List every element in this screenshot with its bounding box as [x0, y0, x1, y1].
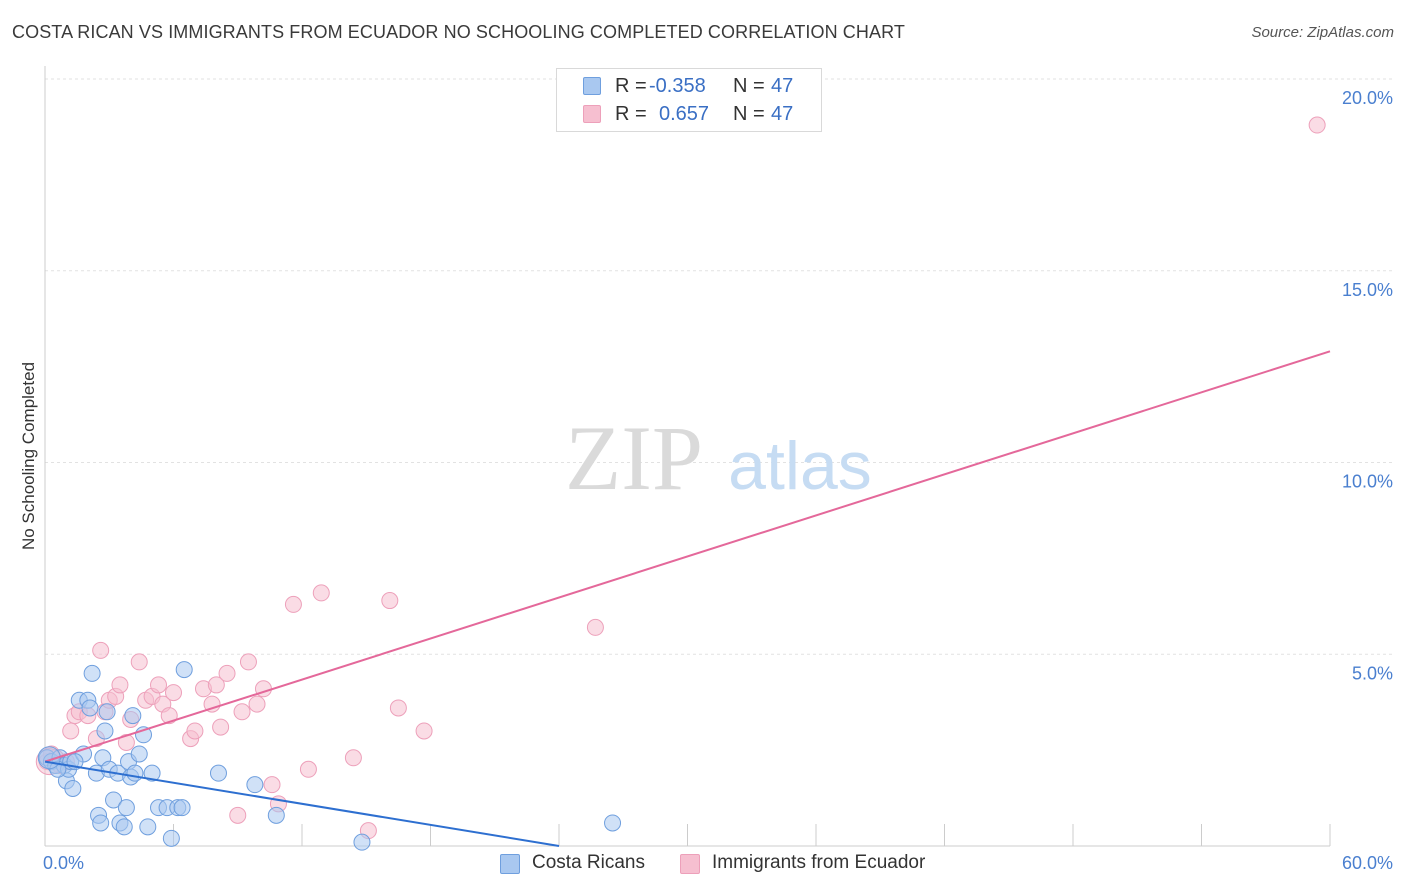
- ecuador-point: [1308, 116, 1326, 134]
- ecuador-point: [299, 760, 317, 778]
- costa-rican-trend-line: [44, 760, 560, 847]
- ecuador-point: [218, 664, 236, 682]
- costa-rican-point: [117, 799, 135, 817]
- ecuador-point: [586, 618, 604, 636]
- ecuador-point: [62, 722, 80, 740]
- costa-rican-point: [143, 764, 161, 782]
- ecuador-point: [381, 592, 399, 610]
- ecuador-point: [165, 684, 182, 702]
- costa-rican-point: [64, 779, 82, 797]
- ecuador-point: [207, 676, 225, 694]
- ecuador-point: [312, 584, 330, 602]
- watermark-atlas: atlas: [728, 428, 872, 504]
- ecuador-point: [186, 722, 204, 740]
- legend-label: Costa Ricans: [532, 852, 645, 873]
- r-label: R =: [615, 103, 647, 125]
- ecuador-point: [92, 641, 110, 659]
- ecuador-point: [117, 733, 135, 751]
- x-tick-label: 0.0%: [43, 853, 84, 873]
- costa-rican-point: [130, 745, 148, 763]
- costa-rican-point: [175, 661, 193, 679]
- ecuador-point: [229, 806, 247, 824]
- grid-lines: [45, 78, 1392, 655]
- costa-rican-point: [124, 707, 142, 725]
- n-value: 47: [771, 103, 794, 125]
- ecuador-point: [284, 595, 302, 613]
- axes: [44, 66, 1331, 847]
- r-value: -0.358: [649, 75, 706, 97]
- costa-rican-point: [173, 799, 191, 817]
- stats-box: R = -0.358 N = 47 R = 0.657 N = 47: [556, 68, 822, 132]
- y-tick-label: 10.0%: [1342, 472, 1393, 492]
- costa-rican-point: [81, 699, 99, 717]
- costa-rican-point: [105, 791, 123, 809]
- costa-rican-point: [246, 776, 264, 794]
- stats-row-costa: R = -0.358 N = 47: [557, 72, 821, 100]
- costa-rican-point: [139, 818, 157, 836]
- ecuador-point: [111, 676, 129, 694]
- n-label: N =: [733, 103, 765, 125]
- r-value: 0.657: [659, 103, 710, 125]
- r-label: R =: [615, 75, 647, 97]
- ecuador-point: [212, 718, 230, 736]
- ecuador-point: [239, 653, 257, 671]
- ecuador-point: [160, 707, 178, 725]
- y-tick-label: 15.0%: [1342, 280, 1393, 300]
- ecuador-legend-swatch: [680, 854, 700, 874]
- ecuador-trend-line: [44, 350, 1331, 763]
- legend-label: Immigrants from Ecuador: [712, 852, 926, 873]
- y-tick-label: 20.0%: [1342, 88, 1393, 108]
- costa-rican-point: [98, 703, 116, 721]
- ecuador-swatch: [583, 105, 601, 123]
- x-tick-label: 60.0%: [1342, 853, 1393, 873]
- ecuador-point: [130, 653, 148, 671]
- costa-rican-point: [126, 764, 144, 782]
- tick-labels: 5.0% 10.0% 15.0% 20.0% 0.0% 60.0%: [43, 88, 1393, 873]
- costa-rican-points: [37, 661, 622, 851]
- costa-rican-point: [162, 829, 180, 847]
- costa-rican-point: [96, 722, 114, 740]
- trend-lines: [44, 350, 1331, 847]
- costa-rican-point: [604, 814, 622, 832]
- costa-rican-point: [353, 833, 371, 851]
- ecuador-point: [248, 695, 266, 713]
- ecuador-point: [344, 749, 362, 767]
- ecuador-point: [233, 703, 251, 721]
- costa-rican-point: [209, 764, 227, 782]
- costa-rican-point: [92, 814, 110, 832]
- ecuador-point: [203, 695, 221, 713]
- ecuador-point: [389, 699, 407, 717]
- costa-legend-swatch: [500, 854, 520, 874]
- source-label: Source: ZipAtlas.com: [1251, 24, 1394, 41]
- costa-swatch: [583, 77, 601, 95]
- y-tick-label: 5.0%: [1352, 663, 1393, 683]
- ecuador-point: [150, 676, 168, 694]
- watermark-zip: ZIP: [565, 407, 703, 509]
- y-axis-label: No Schooling Completed: [19, 362, 38, 550]
- watermark: ZIP atlas: [565, 407, 872, 509]
- costa-rican-point: [83, 664, 101, 682]
- costa-rican-point: [115, 818, 133, 836]
- chart-title: COSTA RICAN VS IMMIGRANTS FROM ECUADOR N…: [12, 22, 905, 42]
- costa-rican-point: [267, 806, 285, 824]
- ecuador-point: [263, 776, 281, 794]
- n-label: N =: [733, 75, 765, 97]
- ecuador-point: [415, 722, 433, 740]
- n-value: 47: [771, 75, 794, 97]
- stats-row-ecuador: R = 0.657 N = 47: [557, 100, 821, 128]
